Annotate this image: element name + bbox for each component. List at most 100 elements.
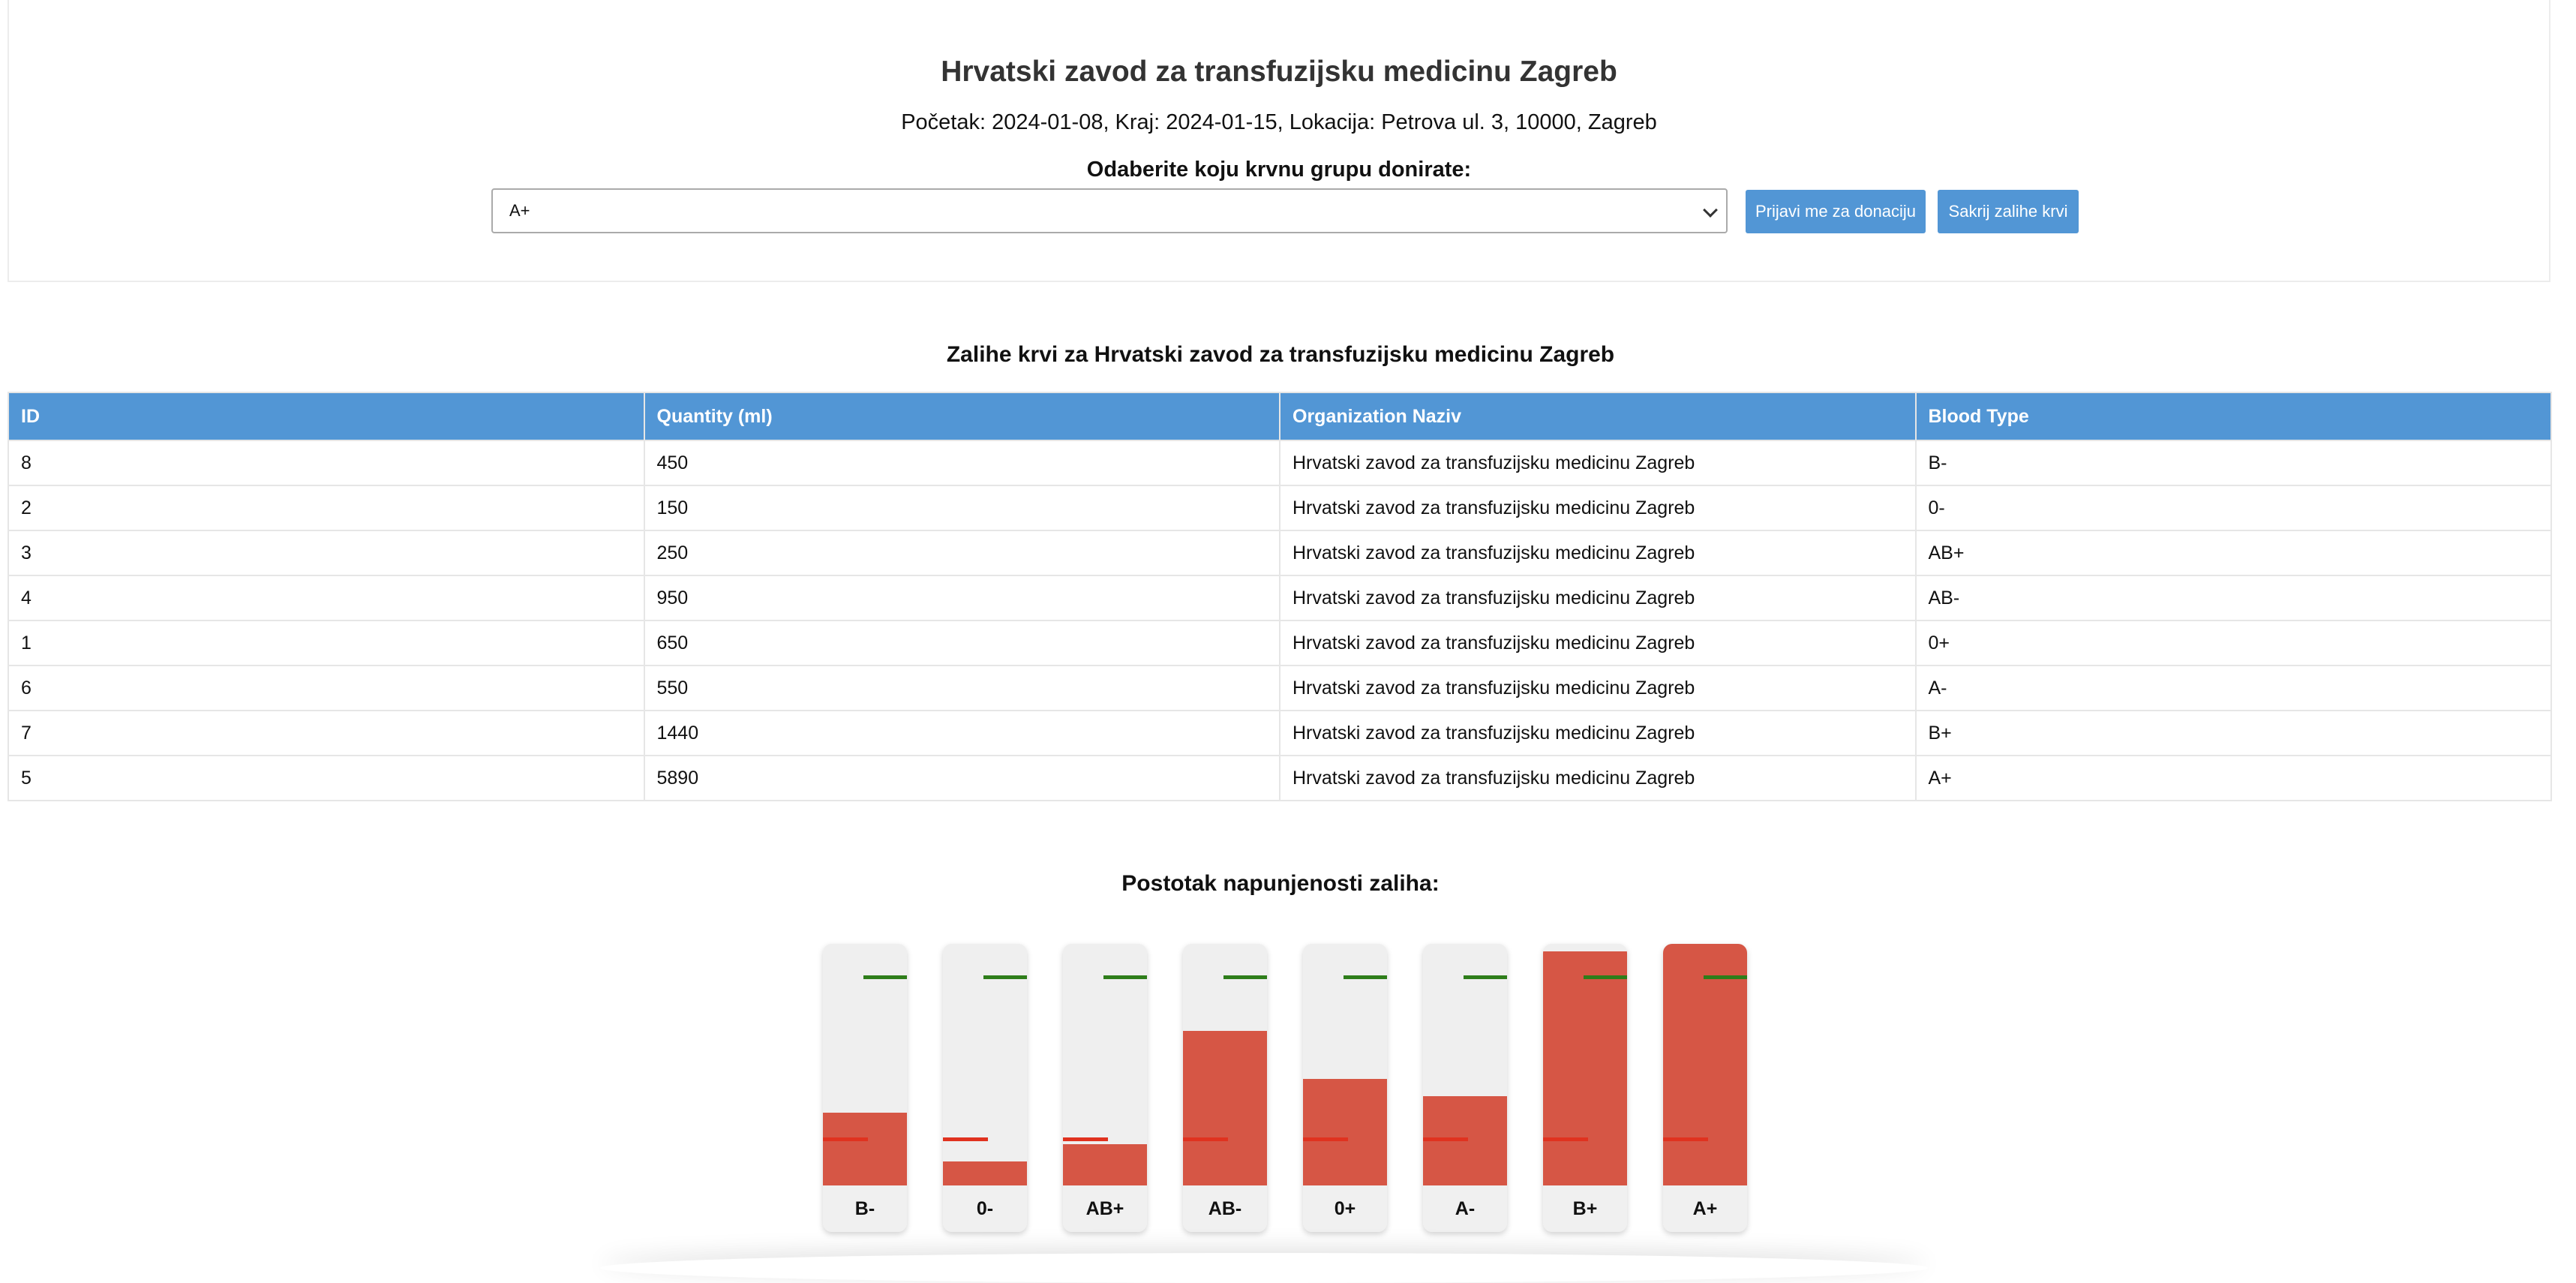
gauge-fill: [1063, 1144, 1147, 1185]
gauge-max-threshold-line: [1464, 975, 1507, 979]
cell-id: 4: [8, 575, 645, 621]
gauge-max-threshold-line: [863, 975, 907, 979]
fill-level-title: Postotak napunjenosti zaliha:: [1121, 871, 1440, 896]
cell-blood-type: A+: [1914, 755, 2552, 801]
cell-quantity: 150: [643, 485, 1280, 531]
cell-quantity: 5890: [643, 755, 1280, 801]
cell-id: 3: [8, 530, 645, 576]
gauge-tank: [943, 944, 1027, 1185]
cell-blood-type: B+: [1914, 710, 2552, 756]
footer-shadow: [600, 1253, 1928, 1283]
gauge-min-threshold-line: [1183, 1137, 1228, 1141]
table-row: 5 5890 Hrvatski zavod za transfuzijsku m…: [8, 755, 2552, 801]
cell-organization: Hrvatski zavod za transfuzijsku medicinu…: [1279, 710, 1917, 756]
cell-organization: Hrvatski zavod za transfuzijsku medicinu…: [1279, 485, 1917, 531]
gauge-max-threshold-line: [983, 975, 1027, 979]
gauge-min-threshold-line: [1543, 1137, 1588, 1141]
gauge-0-neg: 0-: [943, 944, 1027, 1232]
gauge-tank: [1423, 944, 1507, 1185]
cell-blood-type: B-: [1914, 440, 2552, 486]
gauge-fill: [943, 1161, 1027, 1185]
gauge-min-threshold-line: [1423, 1137, 1468, 1141]
column-header-blood-type: Blood Type: [1914, 392, 2552, 441]
cell-organization: Hrvatski zavod za transfuzijsku medicinu…: [1279, 575, 1917, 621]
cell-id: 2: [8, 485, 645, 531]
blood-type-select-label: Odaberite koju krvnu grupu donirate:: [1086, 158, 1472, 182]
gauge-fill: [1543, 951, 1627, 1185]
gauge-fill: [1663, 944, 1747, 1185]
gauge-tank: [1543, 944, 1627, 1185]
gauge-b-negpos: B+: [1543, 944, 1627, 1232]
cell-id: 7: [8, 710, 645, 756]
table-header-row: ID Quantity (ml) Organization Naziv Bloo…: [8, 392, 2552, 441]
gauge-label: B-: [823, 1185, 907, 1232]
cell-id: 5: [8, 755, 645, 801]
table-row: 6 550 Hrvatski zavod za transfuzijsku me…: [8, 665, 2552, 711]
cell-id: 1: [8, 620, 645, 666]
gauge-min-threshold-line: [1663, 1137, 1708, 1141]
event-info: Početak: 2024-01-08, Kraj: 2024-01-15, L…: [901, 110, 1657, 134]
cell-blood-type: 0-: [1914, 485, 2552, 531]
gauge-max-threshold-line: [1103, 975, 1147, 979]
gauge-max-threshold-line: [1344, 975, 1387, 979]
gauge-max-threshold-line: [1223, 975, 1267, 979]
gauge-fill: [1183, 1031, 1267, 1185]
cell-organization: Hrvatski zavod za transfuzijsku medicinu…: [1279, 665, 1917, 711]
gauge-a-neg: A-: [1423, 944, 1507, 1232]
cell-blood-type: AB+: [1914, 530, 2552, 576]
cell-quantity: 450: [643, 440, 1280, 486]
cell-organization: Hrvatski zavod za transfuzijsku medicinu…: [1279, 755, 1917, 801]
table-row: 1 650 Hrvatski zavod za transfuzijsku me…: [8, 620, 2552, 666]
cell-quantity: 950: [643, 575, 1280, 621]
cell-blood-type: 0+: [1914, 620, 2552, 666]
fill-level-gauges: B- 0- AB+ AB- 0+ A- B+ A+: [823, 944, 1753, 1232]
column-header-organization: Organization Naziv: [1279, 392, 1917, 441]
gauge-min-threshold-line: [943, 1137, 988, 1141]
blood-stock-table: ID Quantity (ml) Organization Naziv Bloo…: [8, 392, 2552, 801]
gauge-a-negpos: A+: [1663, 944, 1747, 1232]
organization-title: Hrvatski zavod za transfuzijsku medicinu…: [941, 56, 1617, 88]
blood-type-select-value: A+: [509, 201, 530, 220]
register-donation-button[interactable]: Prijavi me za donaciju: [1746, 190, 1926, 233]
blood-type-select[interactable]: A+: [491, 188, 1728, 233]
cell-blood-type: A-: [1914, 665, 2552, 711]
cell-organization: Hrvatski zavod za transfuzijsku medicinu…: [1279, 620, 1917, 666]
gauge-min-threshold-line: [1063, 1137, 1108, 1141]
gauge-tank: [1663, 944, 1747, 1185]
gauge-max-threshold-line: [1584, 975, 1627, 979]
gauge-tank: [1063, 944, 1147, 1185]
cell-organization: Hrvatski zavod za transfuzijsku medicinu…: [1279, 530, 1917, 576]
gauge-label: A+: [1663, 1185, 1747, 1232]
event-card: Hrvatski zavod za transfuzijsku medicinu…: [8, 0, 2550, 282]
gauge-max-threshold-line: [1704, 975, 1747, 979]
gauge-ab-negpos: AB+: [1063, 944, 1147, 1232]
gauge-label: AB+: [1063, 1185, 1147, 1232]
gauge-label: 0-: [943, 1185, 1027, 1232]
cell-organization: Hrvatski zavod za transfuzijsku medicinu…: [1279, 440, 1917, 486]
cell-quantity: 250: [643, 530, 1280, 576]
cell-quantity: 550: [643, 665, 1280, 711]
table-row: 2 150 Hrvatski zavod za transfuzijsku me…: [8, 485, 2552, 531]
chevron-down-icon: [1703, 203, 1718, 218]
table-row: 8 450 Hrvatski zavod za transfuzijsku me…: [8, 440, 2552, 486]
cell-quantity: 1440: [643, 710, 1280, 756]
table-row: 3 250 Hrvatski zavod za transfuzijsku me…: [8, 530, 2552, 576]
gauge-label: AB-: [1183, 1185, 1267, 1232]
gauge-0-negpos: 0+: [1303, 944, 1387, 1232]
cell-quantity: 650: [643, 620, 1280, 666]
column-header-quantity: Quantity (ml): [643, 392, 1280, 441]
cell-blood-type: AB-: [1914, 575, 2552, 621]
gauge-fill: [823, 1113, 907, 1185]
gauge-tank: [823, 944, 907, 1185]
column-header-id: ID: [8, 392, 645, 441]
hide-blood-stock-button[interactable]: Sakrij zalihe krvi: [1938, 190, 2079, 233]
table-row: 4 950 Hrvatski zavod za transfuzijsku me…: [8, 575, 2552, 621]
gauge-fill: [1303, 1079, 1387, 1185]
gauge-tank: [1303, 944, 1387, 1185]
cell-id: 6: [8, 665, 645, 711]
gauge-label: 0+: [1303, 1185, 1387, 1232]
gauge-min-threshold-line: [823, 1137, 868, 1141]
stock-title: Zalihe krvi za Hrvatski zavod za transfu…: [946, 342, 1615, 367]
gauge-min-threshold-line: [1303, 1137, 1348, 1141]
gauge-tank: [1183, 944, 1267, 1185]
